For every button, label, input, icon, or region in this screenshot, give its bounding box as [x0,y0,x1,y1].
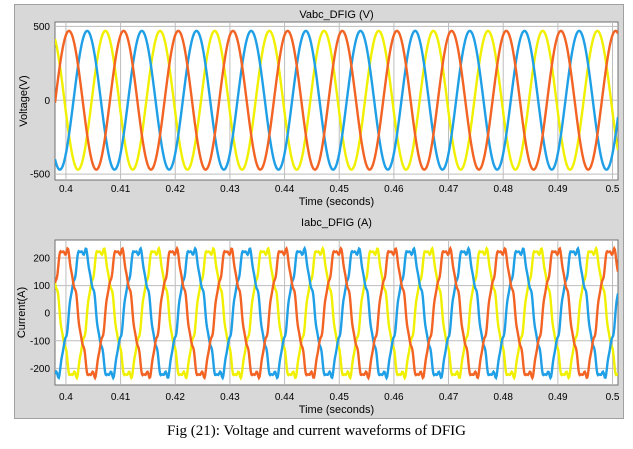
x-tick-label: 0.4 [59,392,73,403]
series-line-3 [55,29,618,171]
y-tick-label: 200 [33,253,50,264]
x-tick-label: 0.45 [329,184,349,195]
x-tick-label: 0.44 [275,184,295,195]
chart-title: Iabc_DFIG (A) [301,217,372,229]
x-tick-label: 0.45 [329,392,349,403]
x-tick-label: 0.5 [606,184,620,195]
x-tick-label: 0.41 [111,392,131,403]
x-tick-label: 0.49 [548,392,568,403]
x-tick-label: 0.43 [220,184,240,195]
x-tick-label: 0.49 [548,184,568,195]
chart-title: Vabc_DFIG (V) [299,9,373,21]
x-tick-label: 0.41 [111,184,131,195]
x-tick-label: 0.47 [439,392,459,403]
y-tick-label: -500 [30,170,50,181]
x-tick-label: 0.43 [220,392,240,403]
x-tick-label: 0.42 [166,184,186,195]
x-tick-label: 0.5 [606,392,620,403]
series-line-2 [55,29,618,171]
x-tick-label: 0.46 [384,392,404,403]
x-axis-label: Time (seconds) [299,196,374,208]
y-tick-label: -100 [30,336,50,347]
y-tick-label: 0 [44,96,50,107]
x-tick-label: 0.4 [59,184,73,195]
x-tick-label: 0.48 [493,392,513,403]
y-tick-label: -200 [30,364,50,375]
chart-2: Iabc_DFIG (A) 0.4 0.41 0.42 0.43 0.44 0.45 0.46… [16,217,620,416]
series-line-2 [55,245,618,381]
x-tick-label: 0.44 [275,392,295,403]
x-tick-label: 0.48 [493,184,513,195]
x-tick-label: 0.47 [439,184,459,195]
figure-caption: Fig (21): Voltage and current waveforms … [167,423,466,439]
chart-1: Vabc_DFIG (V) 0.4 0.41 0.42 0.43 0.44 0.45 0.46… [18,9,620,208]
y-axis-label: Voltage(V) [18,75,30,126]
series-line-1 [55,245,618,381]
x-tick-label: 0.46 [384,184,404,195]
y-tick-label: 500 [33,22,50,33]
y-axis-label: Current(A) [16,287,28,338]
x-axis-label: Time (seconds) [299,404,374,416]
series-line-3 [55,245,618,381]
y-tick-label: 0 [44,309,50,320]
y-tick-label: 100 [33,281,50,292]
x-tick-label: 0.42 [166,392,186,403]
